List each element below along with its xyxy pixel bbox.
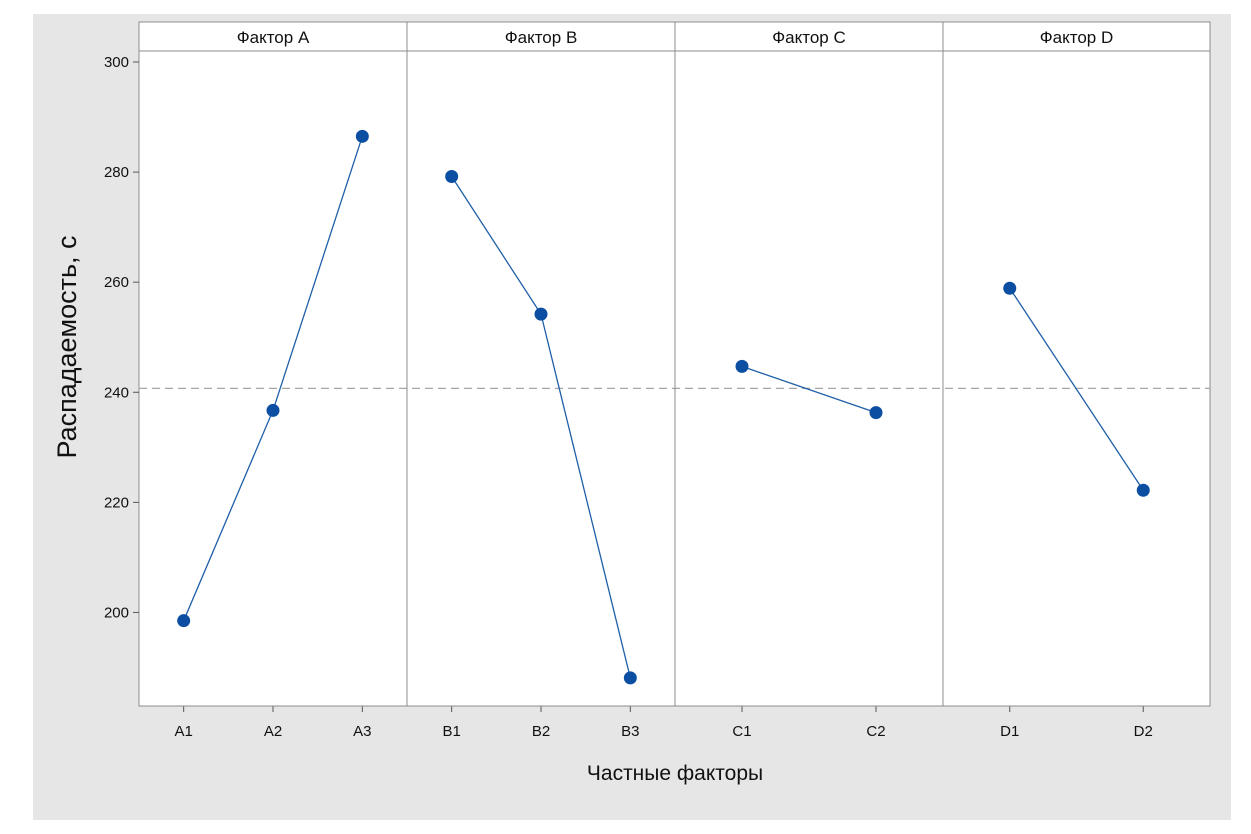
x-axis-label: Частные факторы (587, 762, 763, 785)
y-tick-label: 260 (104, 274, 129, 291)
x-tick-label-a1: A1 (174, 723, 192, 740)
y-tick-label: 240 (104, 384, 129, 401)
panel-d-line (1009, 287, 1144, 491)
x-tick-label-d2: D2 (1134, 723, 1153, 740)
x-tick-label-a3: A3 (353, 723, 371, 740)
x-tick-label-c2: C2 (866, 723, 885, 740)
panel-c-line (741, 365, 877, 414)
data-point-c1 (735, 359, 749, 373)
panel-a-label: Фактор A (237, 28, 310, 47)
y-tick-label: 280 (104, 164, 129, 181)
panel-d-strip (942, 21, 1211, 52)
y-tick-label: 300 (104, 54, 129, 71)
x-tick-label-a2: A2 (264, 723, 282, 740)
data-point-b3 (623, 671, 637, 685)
x-tick-label-d1: D1 (1000, 723, 1019, 740)
data-point-d1 (1003, 281, 1017, 295)
data-point-a2 (266, 403, 280, 417)
y-axis-label: Распадаемость, с (52, 235, 82, 458)
y-tick-label: 200 (104, 604, 129, 621)
x-tick-label-b3: B3 (621, 723, 639, 740)
panel-d-label: Фактор D (1040, 28, 1114, 47)
y-tick-label: 220 (104, 494, 129, 511)
x-tick-label-b1: B1 (442, 723, 460, 740)
data-point-b2 (534, 307, 548, 321)
x-tick-label-c1: C1 (732, 723, 751, 740)
panel-c-label: Фактор C (772, 28, 846, 47)
data-point-b1 (445, 169, 459, 183)
data-point-a1 (177, 614, 191, 628)
data-point-a3 (355, 129, 369, 143)
x-tick-label-b2: B2 (532, 723, 550, 740)
panel-b-label: Фактор B (505, 28, 578, 47)
panel-a-strip (138, 21, 408, 52)
data-point-c2 (869, 406, 883, 420)
data-point-d2 (1136, 483, 1150, 497)
plot-area: 200 220 240 260 280 300 Фактор A A1 A2 A3 Фактор B… (104, 21, 1211, 740)
panel-b-strip (406, 21, 676, 52)
